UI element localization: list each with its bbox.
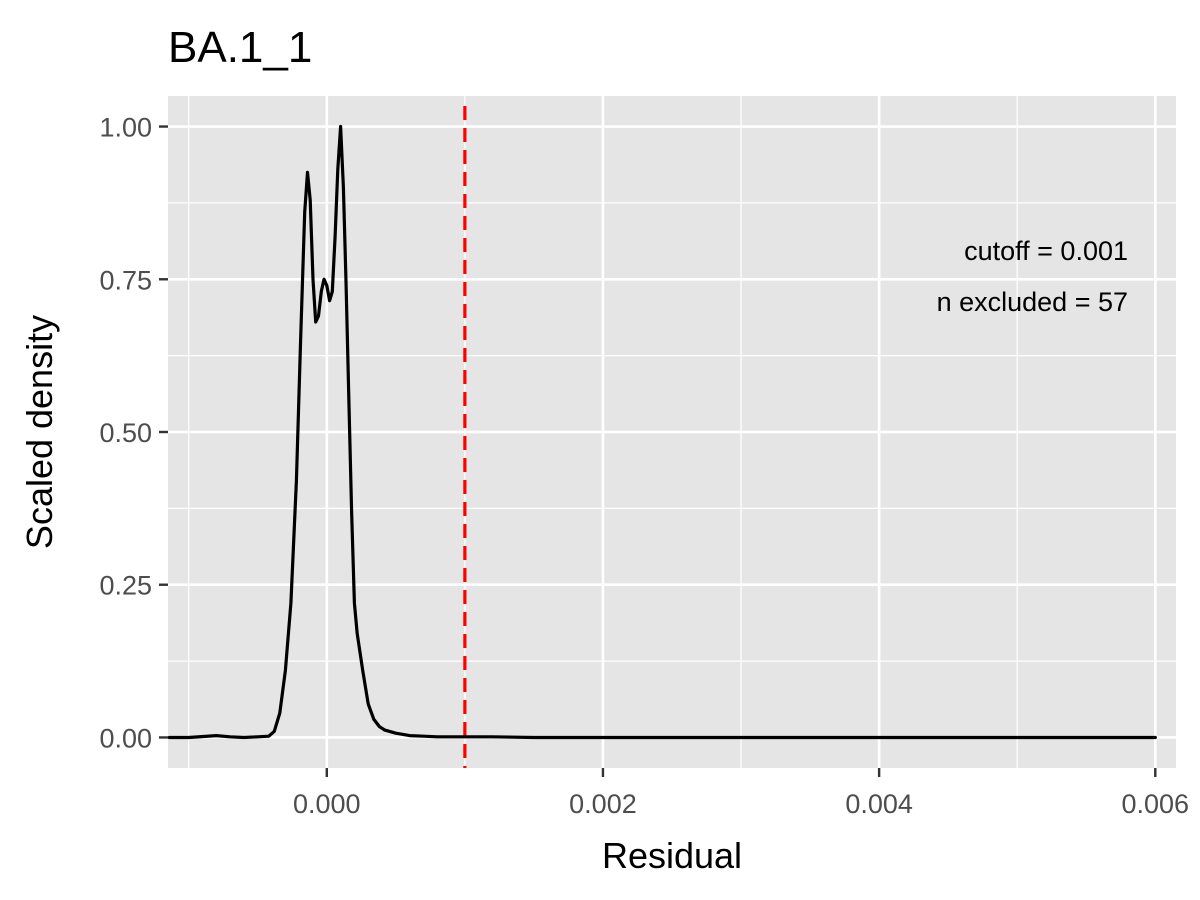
density-series — [167, 124, 1157, 740]
x-tick-label: 0.000 — [293, 789, 361, 819]
y-tick-label: 1.00 — [99, 113, 152, 143]
x-tick-label: 0.006 — [1121, 789, 1189, 819]
y-tick-label: 0.50 — [99, 418, 152, 448]
axes: 0.000 0.002 0.004 0.006 0.00 0.25 0.50 0.75 1.00 — [99, 113, 1189, 819]
x-axis-title: Residual — [602, 835, 742, 876]
y-axis-title: Scaled density — [19, 315, 60, 549]
chart-title: BA.1_1 — [168, 23, 312, 72]
n-excluded-annotation: n excluded = 57 — [937, 287, 1128, 317]
y-tick-label: 0.25 — [99, 571, 152, 601]
cutoff-annotation: cutoff = 0.001 — [964, 236, 1128, 266]
x-tick-label: 0.002 — [569, 789, 637, 819]
density-line — [167, 124, 1157, 740]
y-tick-label: 0.00 — [99, 723, 152, 753]
x-tick-label: 0.004 — [845, 789, 913, 819]
y-tick-label: 0.75 — [99, 265, 152, 295]
